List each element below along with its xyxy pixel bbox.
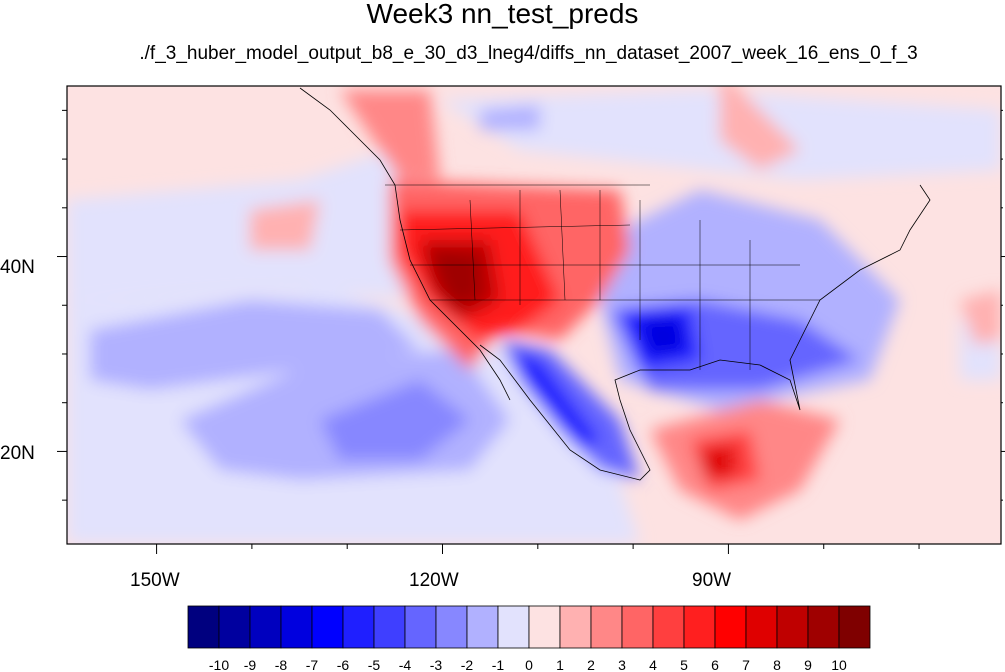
map-subtitle: ./f_3_huber_model_output_b8_e_30_d3_lneg… (139, 43, 918, 64)
state-borders (385, 184, 820, 370)
colorbar-label: 7 (742, 657, 750, 672)
colorbar-label: -2 (461, 657, 474, 672)
colorbar-label: -6 (337, 657, 350, 672)
y-tick-label-40n: 40N (0, 257, 35, 278)
axis-ticks (57, 109, 1005, 554)
colorbar-label: 10 (831, 657, 847, 672)
colorbar-box (745, 605, 778, 649)
map-title: Week3 nn_test_preds (366, 0, 639, 29)
colorbar-label: -7 (306, 657, 319, 672)
colorbar-box (249, 605, 282, 649)
colorbar-label: 8 (773, 657, 781, 672)
colorbar-box (187, 605, 220, 649)
colorbar-box (373, 605, 406, 649)
colorbar-label: 3 (618, 657, 626, 672)
colorbar-label: -5 (368, 657, 381, 672)
colorbar-box (621, 605, 654, 649)
coastline-outline (299, 87, 931, 481)
colorbar-box (497, 605, 530, 649)
x-tick-label-150w: 150W (130, 570, 180, 591)
colorbar-box (838, 605, 871, 649)
colorbar-label: 0 (525, 657, 533, 672)
colorbar-label: -1 (492, 657, 505, 672)
colorbar-box (466, 605, 499, 649)
colorbar-box (652, 605, 685, 649)
colorbar-box (559, 605, 592, 649)
colorbar-label: -8 (275, 657, 288, 672)
colorbar-box (807, 605, 840, 649)
colorbar-label: 9 (804, 657, 812, 672)
x-tick-label-120w: 120W (409, 570, 459, 591)
colorbar-box (435, 605, 468, 649)
colorbar-box (342, 605, 375, 649)
colorbar-box (404, 605, 437, 649)
colorbar-label: -4 (399, 657, 412, 672)
colorbar-box (683, 605, 716, 649)
x-tick-label-90w: 90W (692, 570, 732, 591)
colorbar-label: -10 (209, 657, 229, 672)
colorbar-box (280, 605, 313, 649)
colorbar-label: 1 (556, 657, 564, 672)
colorbar-box (218, 605, 251, 649)
anomaly-field (67, 86, 1001, 544)
colorbar-label: 6 (711, 657, 719, 672)
colorbar-label: 2 (587, 657, 595, 672)
colorbar-label: 5 (680, 657, 688, 672)
colorbar-box (528, 605, 561, 649)
colorbar-label: -3 (430, 657, 443, 672)
map-frame (66, 85, 1002, 545)
colorbar-box (714, 605, 747, 649)
colorbar-box (590, 605, 623, 649)
colorbar-label: 4 (649, 657, 657, 672)
colorbar-box (311, 605, 344, 649)
y-tick-label-20n: 20N (0, 443, 35, 464)
colorbar-box (776, 605, 809, 649)
colorbar-label: -9 (244, 657, 257, 672)
